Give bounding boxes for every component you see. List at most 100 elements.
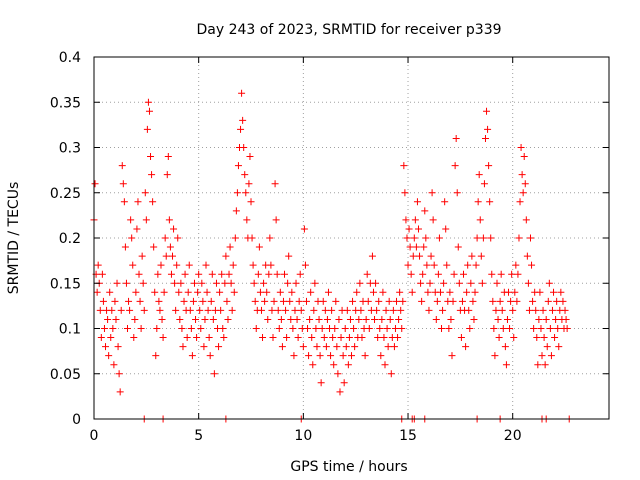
data-point xyxy=(498,306,506,314)
data-point xyxy=(130,334,138,342)
data-point xyxy=(209,315,217,323)
y-tick-label: 0.1 xyxy=(59,322,81,338)
data-point xyxy=(486,198,494,206)
data-point xyxy=(512,261,520,269)
data-point xyxy=(450,270,458,278)
data-point xyxy=(387,370,395,378)
data-point xyxy=(481,134,489,142)
data-point xyxy=(102,343,110,351)
data-point xyxy=(294,334,302,342)
data-point xyxy=(408,288,416,296)
data-point xyxy=(321,306,329,314)
y-tick-label: 0.4 xyxy=(59,50,81,66)
data-point xyxy=(285,252,293,260)
data-point xyxy=(223,297,231,305)
data-point xyxy=(402,216,410,224)
data-point xyxy=(386,315,394,323)
data-point xyxy=(269,334,277,342)
data-point xyxy=(290,352,298,360)
data-point xyxy=(254,270,262,278)
data-point xyxy=(212,279,220,287)
data-point xyxy=(334,370,342,378)
data-point xyxy=(245,180,253,188)
y-tick-label: 0 xyxy=(72,412,81,428)
data-point xyxy=(305,352,313,360)
data-point xyxy=(432,315,440,323)
data-point xyxy=(226,243,234,251)
data-point xyxy=(276,288,284,296)
data-point xyxy=(131,315,139,323)
data-point xyxy=(401,189,409,197)
data-point xyxy=(378,315,386,323)
data-point xyxy=(106,288,114,296)
data-point xyxy=(382,306,390,314)
data-point xyxy=(519,189,527,197)
data-point xyxy=(250,279,258,287)
data-point xyxy=(509,306,517,314)
data-point xyxy=(513,297,521,305)
data-point xyxy=(195,270,203,278)
data-point xyxy=(440,279,448,287)
data-point xyxy=(153,325,161,332)
data-point xyxy=(313,343,321,351)
data-point xyxy=(368,252,376,260)
data-point xyxy=(457,334,465,342)
data-point xyxy=(507,297,515,305)
data-point xyxy=(335,315,343,323)
data-point xyxy=(394,334,402,342)
data-point xyxy=(488,270,496,278)
data-point xyxy=(96,306,104,314)
data-point xyxy=(362,315,370,323)
data-point xyxy=(93,288,101,296)
data-point xyxy=(200,343,208,351)
data-point xyxy=(114,343,122,351)
data-point xyxy=(524,279,532,287)
data-point xyxy=(336,388,344,396)
data-point xyxy=(501,343,509,351)
data-point xyxy=(255,243,263,251)
data-point xyxy=(173,261,181,269)
data-point xyxy=(418,297,426,305)
x-tick-labels: 0 5 10 15 20 xyxy=(90,428,522,444)
data-point xyxy=(406,243,414,251)
data-point xyxy=(127,216,135,224)
data-point xyxy=(409,252,417,260)
data-point xyxy=(186,306,194,314)
data-point xyxy=(537,325,545,332)
data-point xyxy=(410,234,418,242)
data-point xyxy=(425,306,433,314)
data-point xyxy=(477,252,485,260)
y-axis-label: SRMTID / TECUs xyxy=(6,182,22,295)
data-point xyxy=(183,334,191,342)
data-point xyxy=(420,243,428,251)
data-point xyxy=(232,207,240,215)
data-point xyxy=(167,270,175,278)
data-point xyxy=(203,288,211,296)
data-point xyxy=(205,334,213,342)
data-point xyxy=(228,306,236,314)
data-point xyxy=(448,352,456,360)
data-point xyxy=(145,107,153,115)
data-point xyxy=(529,297,537,305)
data-point xyxy=(330,361,338,369)
data-point xyxy=(510,334,518,342)
data-point xyxy=(189,297,197,305)
data-point xyxy=(176,315,184,323)
data-point xyxy=(310,306,318,314)
data-point xyxy=(332,297,340,305)
data-point xyxy=(373,306,381,314)
data-point xyxy=(199,297,207,305)
data-point xyxy=(390,343,398,351)
data-point xyxy=(547,352,555,360)
data-point xyxy=(484,125,492,133)
data-point xyxy=(536,288,544,296)
data-point xyxy=(109,325,117,332)
data-point xyxy=(493,279,501,287)
data-point xyxy=(220,334,228,342)
data-point xyxy=(398,325,406,332)
data-point xyxy=(227,279,235,287)
data-point xyxy=(154,270,162,278)
data-point xyxy=(126,306,134,314)
data-point xyxy=(454,243,462,251)
data-point xyxy=(389,306,397,314)
